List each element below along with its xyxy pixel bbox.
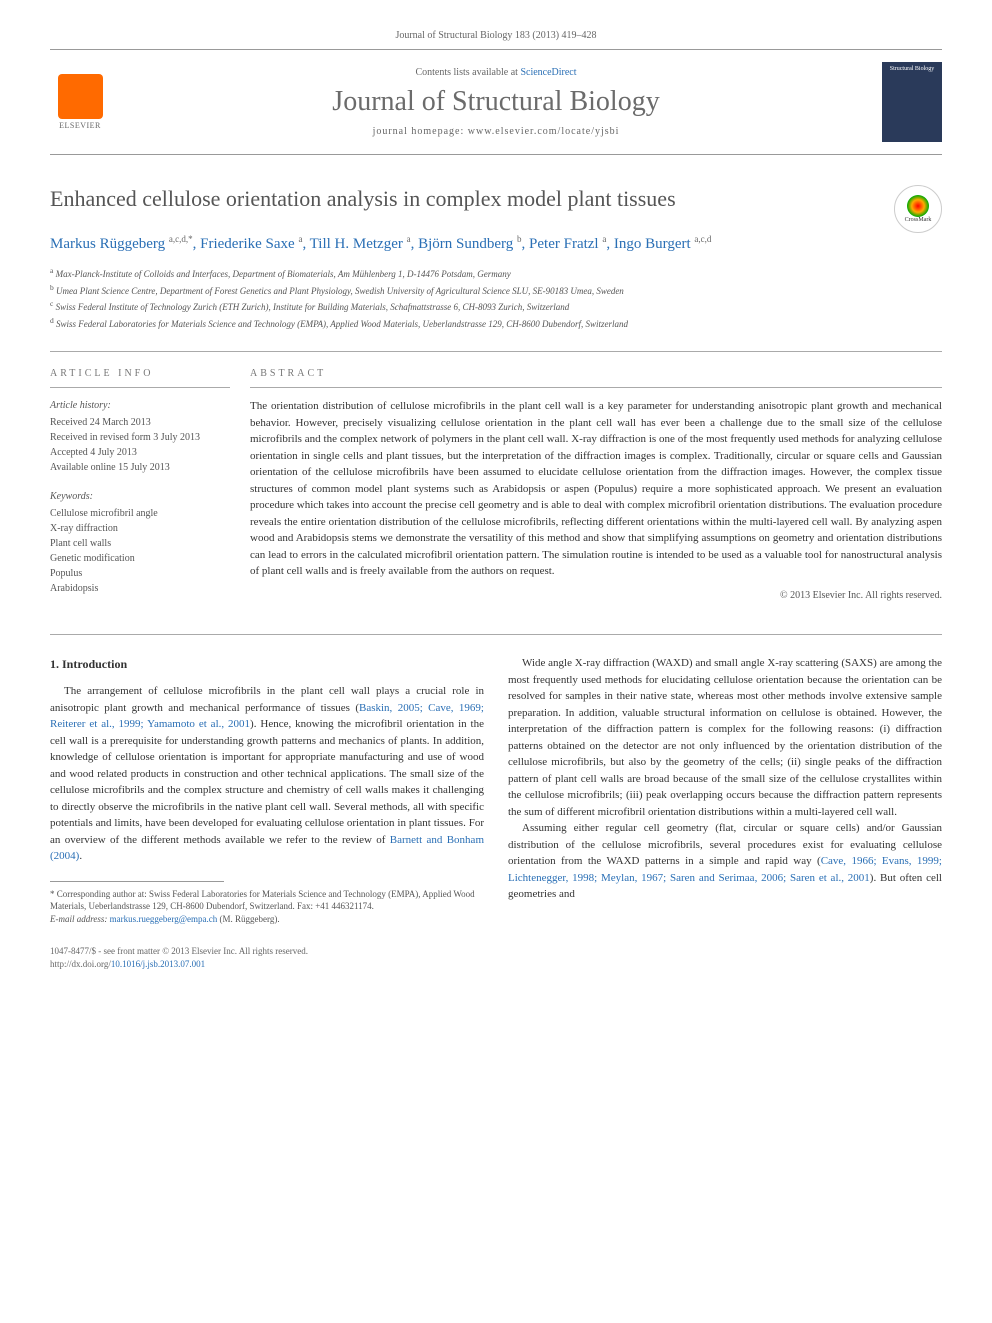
article-title: Enhanced cellulose orientation analysis … xyxy=(50,185,676,214)
abstract-text: The orientation distribution of cellulos… xyxy=(250,398,942,580)
homepage-prefix: journal homepage: xyxy=(373,126,468,137)
corresponding-author-footnote: * Corresponding author at: Swiss Federal… xyxy=(50,888,484,913)
history-line: Available online 15 July 2013 xyxy=(50,460,230,475)
email-footnote: E-mail address: markus.rueggeberg@empa.c… xyxy=(50,913,484,926)
intro-paragraph-2: Wide angle X-ray diffraction (WAXD) and … xyxy=(508,655,942,820)
crossmark-label: CrossMark xyxy=(905,217,932,223)
keyword-line: Cellulose microfibril angle xyxy=(50,506,230,521)
sciencedirect-link[interactable]: ScienceDirect xyxy=(520,67,576,78)
elsevier-logo[interactable]: ELSEVIER xyxy=(50,67,110,137)
affiliation-line: b Umea Plant Science Centre, Department … xyxy=(50,282,942,299)
affiliation-line: d Swiss Federal Laboratories for Materia… xyxy=(50,315,942,332)
journal-title: Journal of Structural Biology xyxy=(110,86,882,118)
column-left: 1. Introduction The arrangement of cellu… xyxy=(50,655,484,925)
keyword-line: Populus xyxy=(50,566,230,581)
history-heading: Article history: xyxy=(50,398,230,413)
doi-label: http://dx.doi.org/ xyxy=(50,959,111,969)
abstract-label: ABSTRACT xyxy=(250,366,942,388)
homepage-url[interactable]: www.elsevier.com/locate/yjsbi xyxy=(468,126,620,137)
history-line: Accepted 4 July 2013 xyxy=(50,445,230,460)
keyword-line: Plant cell walls xyxy=(50,536,230,551)
elsevier-tree-icon xyxy=(58,74,103,119)
issn-line: 1047-8477/$ - see front matter © 2013 El… xyxy=(50,945,942,958)
column-right: Wide angle X-ray diffraction (WAXD) and … xyxy=(508,655,942,925)
abstract-section: ABSTRACT The orientation distribution of… xyxy=(250,366,942,610)
article-info-sidebar: ARTICLE INFO Article history: Received 2… xyxy=(50,366,250,610)
journal-header: ELSEVIER Contents lists available at Sci… xyxy=(50,49,942,155)
article-info-label: ARTICLE INFO xyxy=(50,366,230,388)
email-label: E-mail address: xyxy=(50,914,110,924)
homepage-line: journal homepage: www.elsevier.com/locat… xyxy=(110,126,882,137)
contents-prefix: Contents lists available at xyxy=(415,67,520,78)
crossmark-icon xyxy=(907,195,929,217)
top-citation: Journal of Structural Biology 183 (2013)… xyxy=(50,30,942,41)
contents-line: Contents lists available at ScienceDirec… xyxy=(110,67,882,78)
body-text: 1. Introduction The arrangement of cellu… xyxy=(50,634,942,925)
keyword-line: X-ray diffraction xyxy=(50,521,230,536)
affiliation-line: a Max-Planck-Institute of Colloids and I… xyxy=(50,265,942,282)
affiliations: a Max-Planck-Institute of Colloids and I… xyxy=(50,265,942,331)
intro-paragraph-3: Assuming either regular cell geometry (f… xyxy=(508,820,942,903)
p1-tail: ). Hence, knowing the microfibril orient… xyxy=(50,718,484,846)
history-line: Received 24 March 2013 xyxy=(50,415,230,430)
cover-text: Structural Biology xyxy=(886,66,938,72)
journal-cover-thumbnail[interactable]: Structural Biology xyxy=(882,62,942,142)
email-tail: (M. Rüggeberg). xyxy=(217,914,279,924)
affiliation-line: c Swiss Federal Institute of Technology … xyxy=(50,298,942,315)
keyword-line: Genetic modification xyxy=(50,551,230,566)
keywords-heading: Keywords: xyxy=(50,489,230,504)
intro-paragraph-1: The arrangement of cellulose microfibril… xyxy=(50,683,484,865)
section-heading-intro: 1. Introduction xyxy=(50,655,484,673)
authors-list: Markus Rüggeberg a,c,d,*, Friederike Sax… xyxy=(50,233,942,255)
abstract-copyright: © 2013 Elsevier Inc. All rights reserved… xyxy=(250,588,942,603)
keyword-line: Arabidopsis xyxy=(50,581,230,596)
p1-end: . xyxy=(79,850,82,862)
footnote-separator xyxy=(50,881,224,882)
email-link[interactable]: markus.rueggeberg@empa.ch xyxy=(110,914,218,924)
history-line: Received in revised form 3 July 2013 xyxy=(50,430,230,445)
page-footer: 1047-8477/$ - see front matter © 2013 El… xyxy=(50,945,942,970)
crossmark-badge[interactable]: CrossMark xyxy=(894,185,942,233)
elsevier-label: ELSEVIER xyxy=(59,121,101,130)
doi-link[interactable]: 10.1016/j.jsb.2013.07.001 xyxy=(111,959,205,969)
